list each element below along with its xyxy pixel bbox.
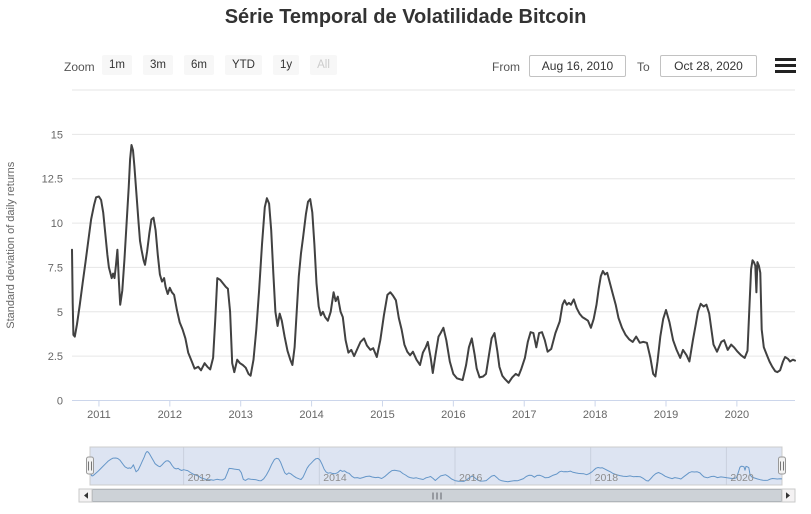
- navigator-handle-left[interactable]: [86, 456, 94, 475]
- y-axis-tick-label: 0: [57, 396, 63, 408]
- y-axis-title: Standard deviation of daily returns: [5, 161, 17, 328]
- x-axis-tick-label: 2016: [441, 409, 465, 421]
- navigator-tick-label: 2018: [595, 472, 619, 484]
- x-axis-tick-label: 2020: [725, 409, 749, 421]
- y-axis-tick-label: 15: [51, 129, 63, 141]
- x-axis-tick-label: 2012: [158, 409, 182, 421]
- x-axis-tick-label: 2015: [370, 409, 394, 421]
- chart-title: Série Temporal de Volatilidade Bitcoin: [224, 6, 587, 28]
- zoom-label: Zoom: [64, 60, 95, 74]
- navigator-tick-label: 2012: [188, 472, 212, 484]
- x-axis-tick-label: 2014: [299, 409, 323, 421]
- scrollbar-left-arrow-icon: [84, 492, 88, 499]
- x-axis-tick-label: 2017: [512, 409, 536, 421]
- zoom-button-6m[interactable]: 6m: [183, 55, 214, 75]
- hamburger-icon: [775, 64, 796, 67]
- from-date-input[interactable]: [529, 55, 626, 77]
- to-label: To: [637, 60, 650, 74]
- to-date-input[interactable]: [660, 55, 757, 77]
- zoom-button-1m[interactable]: 1m: [102, 55, 132, 75]
- y-axis-tick-label: 12.5: [42, 174, 63, 186]
- zoom-button-all[interactable]: All: [310, 55, 337, 75]
- zoom-button-1y[interactable]: 1y: [272, 55, 300, 75]
- y-axis-tick-label: 7.5: [48, 262, 63, 274]
- hamburger-icon: [775, 70, 796, 73]
- scrollbar-right-arrow-icon: [786, 492, 790, 499]
- x-axis-tick-label: 2013: [228, 409, 252, 421]
- navigator-tick-label: 2016: [459, 472, 483, 484]
- zoom-button-3m[interactable]: 3m: [142, 55, 173, 75]
- from-label: From: [492, 60, 520, 74]
- volatility-series-line: [71, 144, 796, 384]
- hamburger-icon: [775, 58, 796, 61]
- chart-menu-button[interactable]: [775, 58, 796, 73]
- navigator-series-line: [89, 451, 783, 483]
- x-axis-tick-label: 2019: [654, 409, 678, 421]
- navigator-handle-right[interactable]: [778, 456, 786, 475]
- x-axis-tick-label: 2018: [583, 409, 607, 421]
- y-axis-tick-label: 10: [51, 218, 63, 230]
- navigator-mask[interactable]: [89, 446, 783, 486]
- y-axis-tick-label: 2.5: [48, 351, 63, 363]
- x-axis-tick-label: 2011: [87, 409, 111, 421]
- y-axis-tick-label: 5: [57, 307, 63, 319]
- navigator-tick-label: 2014: [323, 472, 347, 484]
- zoom-buttons: 1m 3m 6m YTD 1y All: [102, 55, 337, 75]
- zoom-button-ytd[interactable]: YTD: [224, 55, 262, 75]
- navigator-tick-label: 2020: [730, 472, 754, 484]
